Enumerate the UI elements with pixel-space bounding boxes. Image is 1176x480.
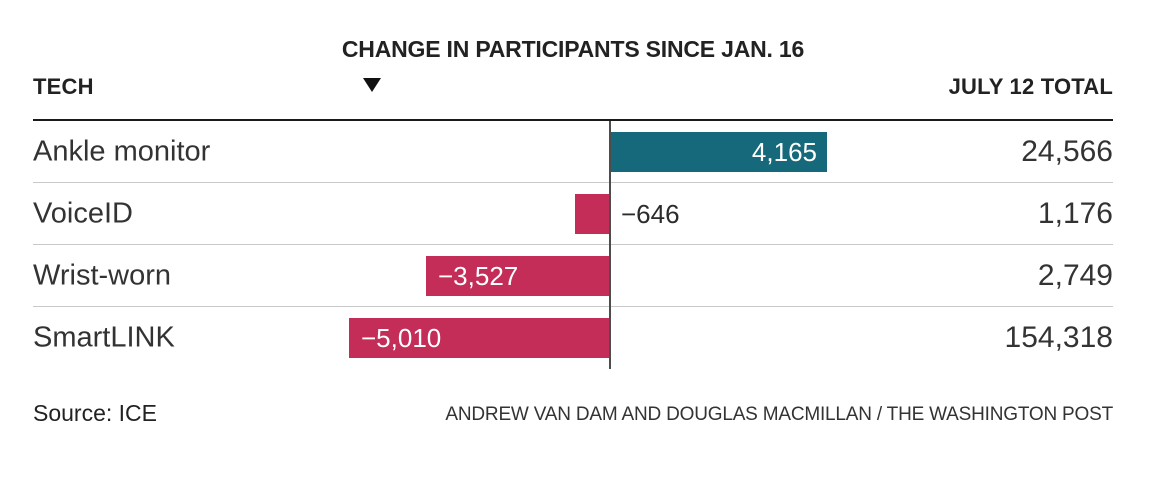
row-label: SmartLINK	[33, 321, 175, 354]
bar-negative	[575, 194, 609, 234]
row-total: 154,318	[1004, 321, 1113, 354]
row-label: VoiceID	[33, 197, 133, 229]
chart-title: CHANGE IN PARTICIPANTS SINCE JAN. 16	[341, 36, 805, 62]
sort-descending-icon	[363, 78, 381, 92]
row-total: 2,749	[1037, 258, 1113, 292]
table-row-wrist-worn: Wrist-worn −3,527 2,749	[33, 245, 1113, 307]
zero-axis-line	[609, 121, 611, 369]
row-label: Ankle monitor	[33, 135, 211, 167]
table-row-ankle-monitor: Ankle monitor 4,165 24,566	[33, 121, 1113, 183]
row-total: 1,176	[1037, 196, 1113, 230]
header-divider	[33, 119, 1113, 121]
bar-positive: 4,165	[611, 132, 827, 172]
bar-chart-rows: Ankle monitor 4,165 24,566 VoiceID −646 …	[33, 121, 1113, 369]
column-header-tech: TECH	[33, 74, 94, 99]
bar-negative: −3,527	[426, 256, 609, 296]
byline-credit: ANDREW VAN DAM AND DOUGLAS MACMILLAN / T…	[445, 404, 1113, 425]
bar-value-label: −646	[621, 199, 680, 229]
row-total: 24,566	[1021, 134, 1113, 168]
table-row-smartlink: SmartLINK −5,010 154,318	[33, 307, 1113, 369]
source-note: Source: ICE	[33, 400, 157, 426]
bar-negative: −5,010	[349, 318, 609, 358]
bar-value-label: −3,527	[438, 261, 519, 291]
bar-value-label: −5,010	[361, 323, 442, 353]
table-row-voiceid: VoiceID −646 1,176	[33, 183, 1113, 245]
row-label: Wrist-worn	[33, 259, 172, 291]
column-header-july-12-total: JULY 12 TOTAL	[948, 74, 1113, 99]
bar-value-label: 4,165	[751, 137, 817, 167]
